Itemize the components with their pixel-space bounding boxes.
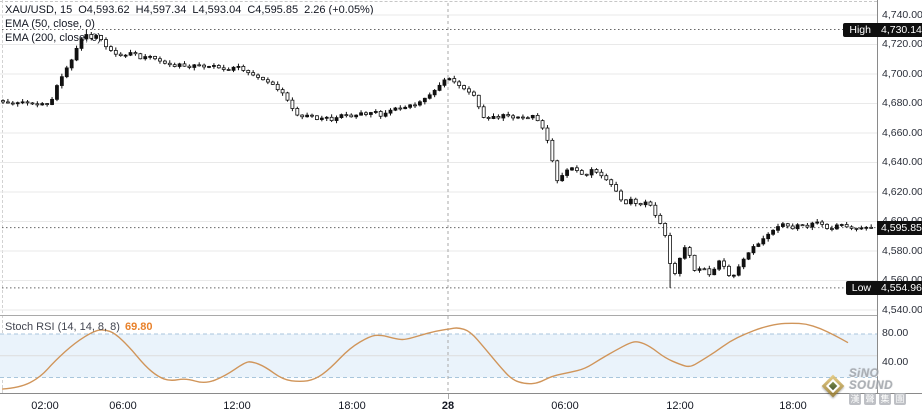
brand-cjk-name: 漢聲集團 [849,393,922,405]
time-axis[interactable]: 02:00 06:00 12:00 18:00 28 06:00 12:00 18:00 [0,393,922,419]
time-axis-label: 06:00 [109,400,137,412]
price-axis-label: 4,680.00 [882,97,922,109]
diamond-logo-icon [821,374,846,399]
time-axis-label: 12:00 [666,400,694,412]
stoch-rsi-title: Stoch RSI (14, 14, 8, 8) 69.80 [5,321,152,333]
chart-legend: XAU/USD, 15 O4,593.62 H4,597.34 L4,593.04 C4… [5,3,380,45]
time-axis-label: 12:00 [223,400,251,412]
symbol-ohlc-row: XAU/USD, 15 O4,593.62 H4,597.34 L4,593.04 C4… [5,3,380,17]
watermark-text: SiNO SOUND 漢聲集團 [849,368,922,405]
price-axis-label: 4,580.00 [882,244,922,257]
stoch-axis-label: 40.00 [882,355,909,368]
price-axis-label: 4,640.00 [882,156,922,168]
session-high-badge: High 4,730.14 [843,22,922,37]
high-badge-label: High [843,22,877,37]
ohlc-low: L4,593.04 [192,4,242,16]
brand-cjk-char: 團 [894,393,906,405]
price-axis-label: 4,540.00 [882,303,922,316]
price-axis-label: 4,620.00 [882,185,922,198]
ohlc-open: O4,593.62 [78,4,130,16]
price-pane[interactable]: XAU/USD, 15 O4,593.62 H4,597.34 L4,593.04 C4… [0,0,877,315]
brand-name: SiNO SOUND [849,368,894,392]
ema200-label: EMA (200, close, 0) [5,32,101,44]
brand-cjk-char: 漢 [849,393,861,405]
chart-left-border [2,0,3,393]
ohlc-change: 2.26 (+0.05%) [304,4,374,16]
time-axis-label: 28 [441,400,455,412]
brand-cjk-char: 聲 [864,393,876,405]
ema50-label: EMA (50, close, 0) [5,18,95,30]
brand-cjk-char: 集 [879,393,891,405]
ohlc-high: H4,597.34 [135,4,187,16]
price-axis-label: 4,700.00 [882,67,922,80]
stoch-rsi-value: 69.80 [124,321,153,333]
stoch-rsi-pane[interactable] [0,315,877,394]
last-price-badge: 4,595.85 [877,220,922,235]
high-badge-value: 4,730.14 [877,22,922,37]
time-axis-label: 18:00 [338,400,366,412]
price-axis-label: 4,660.00 [882,126,922,139]
time-axis-label: 18:00 [779,400,807,412]
broker-watermark: SiNO SOUND 漢聲集團 [821,368,922,405]
stoch-axis-label: 80.00 [882,326,909,339]
session-low-badge: Low 4,554.96 [845,280,922,295]
candlestick-chart-canvas[interactable] [0,0,877,315]
ohlc-close: C4,595.85 [247,4,299,16]
time-axis-label: 06:00 [551,400,579,412]
last-price-value: 4,595.85 [877,220,922,235]
chart-top-border [0,1,877,2]
symbol-interval: XAU/USD, 15 [5,4,73,16]
low-badge-label: Low [845,280,877,295]
session-break-tick [448,394,449,399]
price-axis-label: 4,720.00 [882,38,922,50]
price-axis[interactable]: 4,740.00 4,720.00 4,700.00 4,680.00 4,660.00… [877,0,922,393]
stoch-rsi-canvas[interactable] [0,316,877,394]
stoch-rsi-name: Stoch RSI (14, 14, 8, 8) [5,321,120,333]
price-axis-label: 4,740.00 [882,8,922,21]
time-axis-label: 02:00 [31,400,59,412]
low-badge-value: 4,554.96 [877,280,922,295]
